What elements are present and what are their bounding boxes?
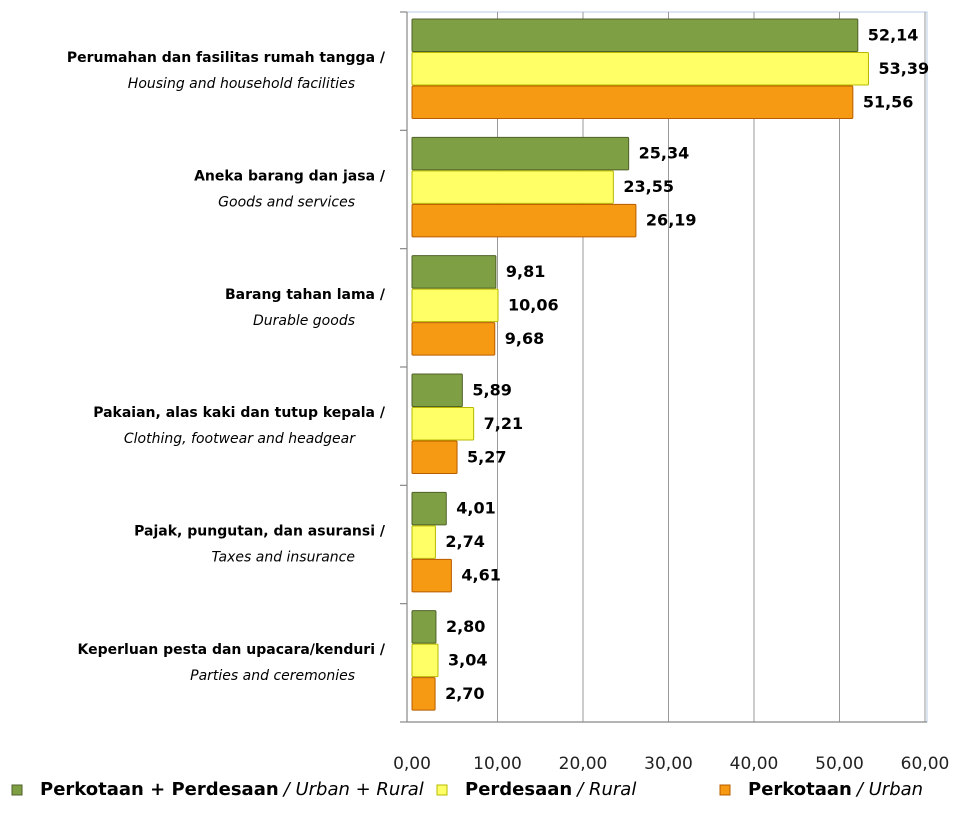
value-label: 25,34 bbox=[639, 144, 690, 163]
bar bbox=[411, 440, 458, 474]
bar bbox=[411, 136, 630, 171]
bar bbox=[411, 52, 869, 86]
category-label-en: Durable goods bbox=[253, 313, 355, 329]
value-label: 10,06 bbox=[508, 295, 559, 314]
value-label: 2,74 bbox=[445, 532, 484, 551]
bar bbox=[411, 491, 447, 526]
value-label: 53,39 bbox=[878, 59, 929, 78]
legend-name: Perkotaan bbox=[748, 779, 852, 800]
bar bbox=[411, 525, 436, 559]
x-tick-label: 0,00 bbox=[393, 754, 431, 774]
value-label: 7,21 bbox=[484, 414, 523, 433]
category-label: Barang tahan lama / bbox=[225, 287, 386, 303]
category-label-en: Taxes and insurance bbox=[211, 550, 355, 566]
legend-name: Perkotaan + Perdesaan bbox=[40, 779, 279, 800]
bar bbox=[411, 288, 499, 323]
x-tick-label: 50,00 bbox=[815, 754, 864, 774]
legend-name-en: / Urban + Rural bbox=[282, 779, 424, 800]
category-label: Keperluan pesta dan upacara/kenduri / bbox=[78, 642, 386, 658]
value-label: 5,89 bbox=[472, 380, 511, 399]
category-label-en: Goods and services bbox=[218, 195, 355, 211]
bar bbox=[411, 322, 496, 356]
bar bbox=[411, 85, 854, 119]
x-tick-label: 10,00 bbox=[473, 754, 522, 774]
value-label: 51,56 bbox=[863, 92, 914, 111]
value-label: 23,55 bbox=[623, 177, 674, 196]
x-tick-label: 40,00 bbox=[730, 754, 779, 774]
bar bbox=[411, 643, 439, 678]
category-label-en: Housing and household facilities bbox=[128, 76, 355, 92]
legend-name-en: / Urban bbox=[855, 779, 923, 800]
legend-marker bbox=[436, 784, 448, 796]
bar bbox=[411, 18, 859, 52]
legend-name-en: / Rural bbox=[575, 779, 636, 800]
value-label: 4,61 bbox=[461, 566, 500, 585]
value-label: 52,14 bbox=[868, 25, 919, 44]
bar bbox=[411, 170, 614, 204]
x-tick-label: 20,00 bbox=[559, 754, 608, 774]
value-label: 9,68 bbox=[505, 329, 544, 348]
legend-entry: Perdesaan / Rural bbox=[465, 779, 636, 800]
x-tick-label: 60,00 bbox=[901, 754, 950, 774]
bar bbox=[411, 407, 475, 441]
x-tick-label: 30,00 bbox=[644, 754, 693, 774]
legend-entry: Perkotaan + Perdesaan / Urban + Rural bbox=[40, 779, 424, 800]
bar bbox=[411, 373, 463, 407]
bar bbox=[411, 558, 452, 593]
value-label: 2,80 bbox=[446, 617, 485, 636]
value-label: 26,19 bbox=[646, 211, 697, 230]
category-label: Pajak, pungutan, dan asuransi / bbox=[134, 524, 386, 540]
value-label: 4,01 bbox=[456, 499, 495, 518]
value-label: 2,70 bbox=[445, 684, 484, 703]
category-label: Pakaian, alas kaki dan tutup kepala / bbox=[93, 405, 386, 421]
category-label-en: Parties and ceremonies bbox=[190, 668, 355, 684]
legend-marker bbox=[11, 784, 23, 796]
bar bbox=[411, 203, 637, 238]
category-label: Aneka barang dan jasa / bbox=[194, 169, 386, 185]
bar bbox=[411, 677, 436, 711]
value-label: 5,27 bbox=[467, 447, 506, 466]
value-label: 9,81 bbox=[506, 262, 545, 281]
legend-name: Perdesaan bbox=[465, 779, 572, 800]
legend-marker bbox=[719, 784, 731, 796]
category-label-en: Clothing, footwear and headgear bbox=[124, 431, 356, 447]
value-label: 3,04 bbox=[448, 650, 487, 669]
bar bbox=[411, 610, 437, 644]
category-label: Perumahan dan fasilitas rumah tangga / bbox=[67, 50, 386, 66]
bar bbox=[411, 255, 497, 289]
legend-entry: Perkotaan / Urban bbox=[748, 779, 923, 800]
